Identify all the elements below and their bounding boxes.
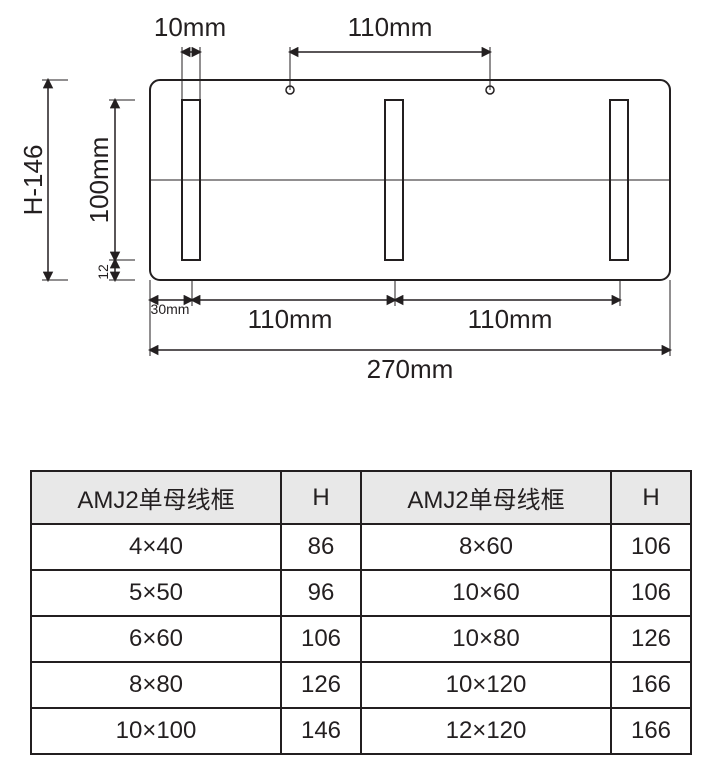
table-row: 5×509610×60106 (31, 570, 691, 616)
table-cell: 12×120 (361, 708, 611, 754)
table-cell: 96 (281, 570, 361, 616)
table-cell: 166 (611, 708, 691, 754)
svg-text:30mm: 30mm (151, 301, 190, 317)
dimension-table: AMJ2单母线框 H AMJ2单母线框 H 4×40868×601065×509… (30, 470, 692, 755)
table-cell: 126 (281, 662, 361, 708)
table-cell: 10×100 (31, 708, 281, 754)
header-h-1: H (281, 471, 361, 524)
svg-text:H-146: H-146 (20, 145, 48, 216)
table-cell: 10×80 (361, 616, 611, 662)
table-cell: 10×120 (361, 662, 611, 708)
table-cell: 166 (611, 662, 691, 708)
header-h-2: H (611, 471, 691, 524)
table-cell: 106 (611, 570, 691, 616)
svg-text:10mm: 10mm (154, 12, 226, 42)
svg-text:110mm: 110mm (348, 12, 433, 42)
table-cell: 106 (611, 524, 691, 570)
svg-text:12: 12 (95, 264, 111, 280)
table-row: 4×40868×60106 (31, 524, 691, 570)
table-cell: 8×80 (31, 662, 281, 708)
header-model-1: AMJ2单母线框 (31, 471, 281, 524)
header-model-2: AMJ2单母线框 (361, 471, 611, 524)
table-row: 6×6010610×80126 (31, 616, 691, 662)
table-cell: 10×60 (361, 570, 611, 616)
table-cell: 106 (281, 616, 361, 662)
table-cell: 8×60 (361, 524, 611, 570)
table-row: 10×10014612×120166 (31, 708, 691, 754)
table-cell: 126 (611, 616, 691, 662)
dimension-table-area: AMJ2单母线框 H AMJ2单母线框 H 4×40868×601065×509… (30, 470, 690, 755)
table-cell: 146 (281, 708, 361, 754)
table-row: 8×8012610×120166 (31, 662, 691, 708)
svg-text:110mm: 110mm (468, 304, 553, 334)
technical-drawing: 10mm 110mm H-146 100mm 12 30mm 110mm 110mm 270mm (20, 10, 700, 410)
table-cell: 4×40 (31, 524, 281, 570)
svg-text:270mm: 270mm (367, 354, 454, 384)
table-cell: 86 (281, 524, 361, 570)
table-cell: 5×50 (31, 570, 281, 616)
svg-text:100mm: 100mm (84, 137, 114, 224)
table-cell: 6×60 (31, 616, 281, 662)
drawing-svg: 10mm 110mm H-146 100mm 12 30mm 110mm 110mm 270mm (20, 10, 700, 410)
table-body: 4×40868×601065×509610×601066×6010610×801… (31, 524, 691, 754)
svg-text:110mm: 110mm (248, 304, 333, 334)
